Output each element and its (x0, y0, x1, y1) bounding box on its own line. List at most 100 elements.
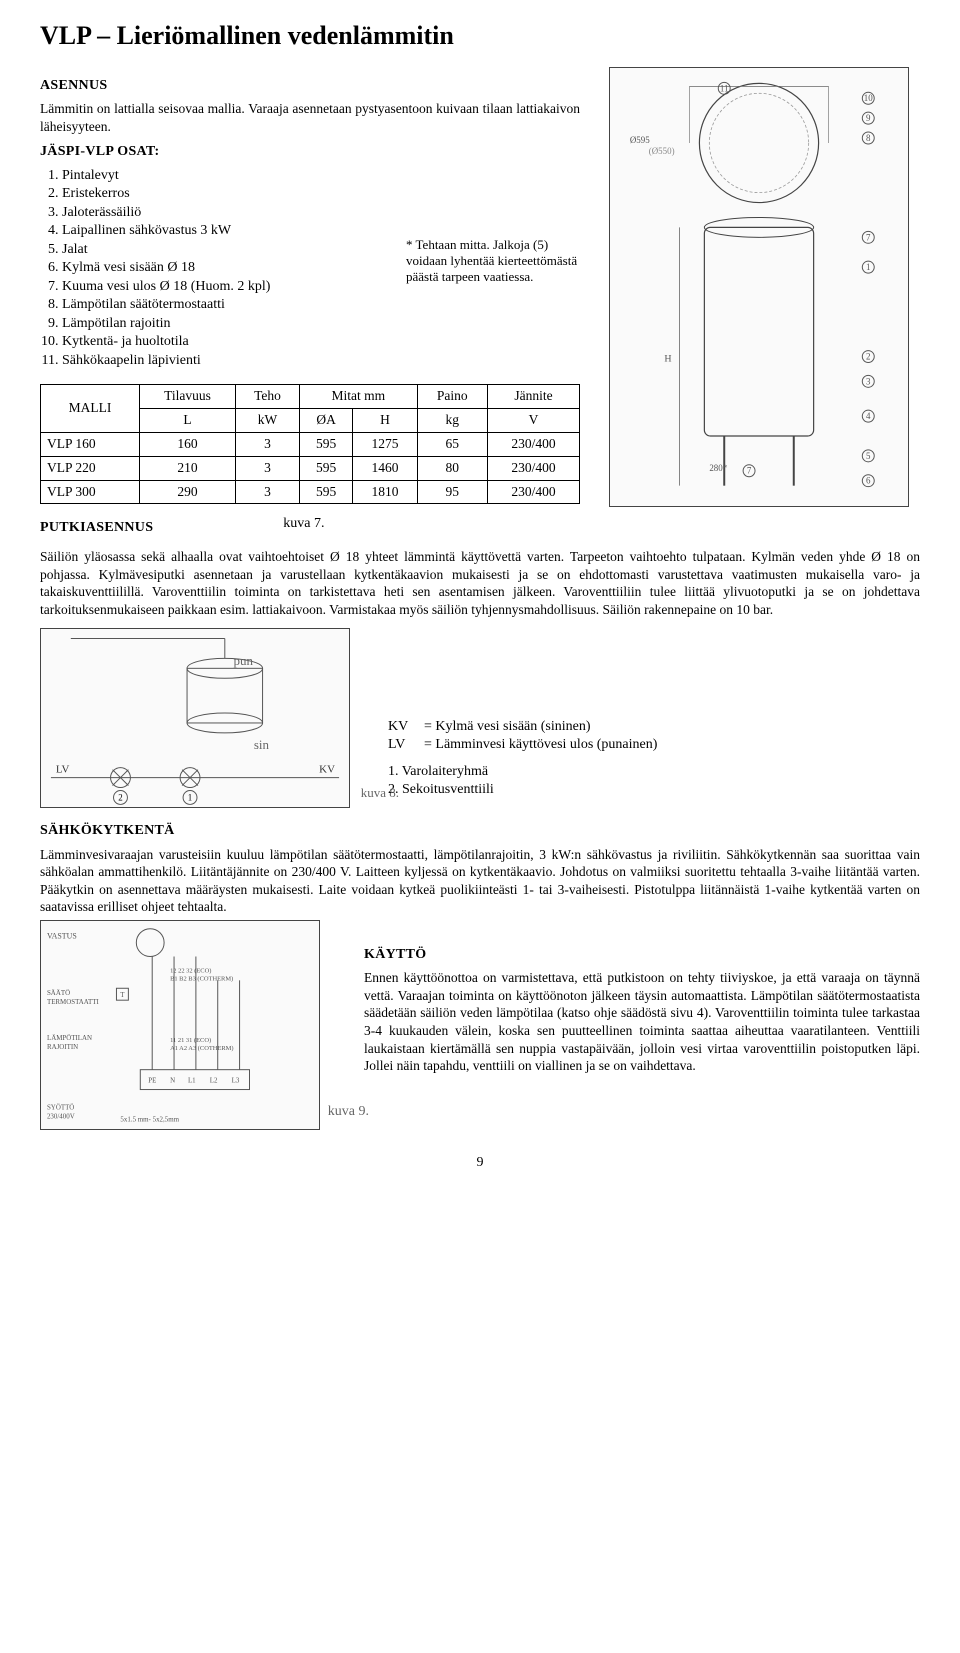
table-row: VLP 2202103595146080230/400 (41, 456, 580, 480)
table-cell: 230/400 (487, 480, 579, 504)
table-cell: 230/400 (487, 432, 579, 456)
th-mitat: Mitat mm (299, 385, 417, 409)
svg-text:10: 10 (864, 93, 873, 103)
page-title: VLP – Lieriömallinen vedenlämmitin (40, 20, 920, 53)
page-number: 9 (40, 1154, 920, 1172)
table-cell: 3 (236, 480, 300, 504)
asennus-intro: Lämmitin on lattialla seisovaa mallia. V… (40, 100, 580, 135)
part-item: Kuuma vesi ulos Ø 18 (Huom. 2 kpl) (62, 278, 388, 296)
part-item: Sähkökaapelin läpivienti (62, 352, 388, 370)
svg-text:12 22 32 (ECO): 12 22 32 (ECO) (170, 967, 211, 974)
svg-text:A1 A2 A3 (COTHERM): A1 A2 A3 (COTHERM) (170, 1045, 233, 1052)
part-item: Jaloterässäiliö (62, 204, 388, 222)
svg-text:11 21 31 (ECO): 11 21 31 (ECO) (170, 1037, 211, 1044)
part-item: Kytkentä- ja huoltotila (62, 333, 388, 351)
svg-text:3: 3 (866, 376, 871, 386)
th-tilavuus: Tilavuus (140, 385, 236, 409)
spec-table: MALLI Tilavuus Teho Mitat mm Paino Jänni… (40, 384, 580, 504)
table-cell: 65 (417, 432, 487, 456)
table-cell: 3 (236, 432, 300, 456)
svg-text:KV: KV (319, 764, 335, 776)
part-item: Laipallinen sähkövastus 3 kW (62, 222, 388, 240)
svg-text:2: 2 (866, 351, 870, 361)
svg-text:B1 B2 B3 (COTHERM): B1 B2 B3 (COTHERM) (170, 975, 233, 982)
svg-text:Ø595: Ø595 (630, 134, 650, 144)
svg-text:RAJOITIN: RAJOITIN (47, 1043, 78, 1051)
putkiasennus-heading: PUTKIASENNUS (40, 519, 153, 537)
osat-heading: JÄSPI-VLP OSAT: (40, 143, 580, 161)
svg-text:SYÖTTÖ: SYÖTTÖ (47, 1103, 74, 1111)
table-cell: 80 (417, 456, 487, 480)
table-row: VLP 1601603595127565230/400 (41, 432, 580, 456)
legend-lv: LV (388, 736, 418, 754)
svg-text:L2: L2 (210, 1076, 218, 1084)
svg-text:SÄÄTÖ: SÄÄTÖ (47, 989, 70, 997)
tehtaan-note: * Tehtaan mitta. Jalkoja (5) voidaan lyh… (406, 167, 580, 371)
th-paino: Paino (417, 385, 487, 409)
th-unit: V (487, 408, 579, 432)
figure-7: Ø595 (Ø550) H 280* 10 9 8 11 7 (609, 67, 909, 507)
table-cell: 595 (299, 456, 352, 480)
table-cell: VLP 220 (41, 456, 140, 480)
legend-item-1: 1. Varolaiteryhmä (388, 763, 920, 781)
table-cell: 1810 (353, 480, 417, 504)
svg-text:PE: PE (148, 1076, 156, 1084)
svg-text:7: 7 (747, 465, 752, 475)
svg-text:1: 1 (188, 793, 192, 803)
svg-text:5x1.5 mm- 5x2,5mm: 5x1.5 mm- 5x2,5mm (120, 1115, 179, 1123)
part-item: Jalat (62, 241, 388, 259)
part-item: Eristekerros (62, 185, 388, 203)
th-teho: Teho (236, 385, 300, 409)
svg-text:6: 6 (866, 475, 871, 485)
svg-text:8: 8 (866, 132, 871, 142)
table-cell: 290 (140, 480, 236, 504)
table-cell: 1460 (353, 456, 417, 480)
th-jannite: Jännite (487, 385, 579, 409)
svg-text:11: 11 (720, 83, 729, 93)
svg-text:T: T (120, 991, 125, 999)
svg-text:4: 4 (866, 411, 871, 421)
svg-text:L3: L3 (232, 1076, 240, 1084)
part-item: Lämpötilan säätötermostaatti (62, 296, 388, 314)
table-cell: VLP 160 (41, 432, 140, 456)
th-unit: kg (417, 408, 487, 432)
table-cell: VLP 300 (41, 480, 140, 504)
svg-text:9: 9 (866, 113, 871, 123)
svg-text:N: N (170, 1076, 175, 1084)
th-unit: kW (236, 408, 300, 432)
table-cell: 160 (140, 432, 236, 456)
legend-kv: KV (388, 718, 418, 736)
svg-text:2: 2 (118, 793, 122, 803)
table-cell: 1275 (353, 432, 417, 456)
part-item: Kylmä vesi sisään Ø 18 (62, 259, 388, 277)
kaytto-body: Ennen käyttöönottoa on varmistettava, et… (364, 969, 920, 1074)
parts-list: Pintalevyt Eristekerros Jaloterässäiliö … (40, 167, 388, 370)
table-cell: 3 (236, 456, 300, 480)
table-row: VLP 3002903595181095230/400 (41, 480, 580, 504)
figure-8: LV KV 2 1 pun sin kuva 8. (40, 628, 350, 808)
svg-text:LÄMPÖTILAN: LÄMPÖTILAN (47, 1034, 92, 1042)
fig8-sin-label: sin (254, 737, 269, 753)
table-cell: 230/400 (487, 456, 579, 480)
part-item: Pintalevyt (62, 167, 388, 185)
svg-text:5: 5 (866, 450, 871, 460)
svg-text:H: H (664, 353, 671, 364)
svg-text:L1: L1 (188, 1076, 196, 1084)
legend-lv-text: = Lämminvesi käyttövesi ulos (punainen) (424, 736, 657, 754)
asennus-heading: ASENNUS (40, 77, 580, 95)
svg-text:(Ø550): (Ø550) (649, 145, 675, 155)
svg-text:230/400V: 230/400V (47, 1112, 75, 1120)
figure-8-label: kuva 8. (361, 785, 399, 801)
figure-9: VASTUS SÄÄTÖ TERMOSTAATTI T LÄMPÖTILAN R… (40, 920, 320, 1130)
table-cell: 595 (299, 480, 352, 504)
legend-kv-text: = Kylmä vesi sisään (sininen) (424, 718, 591, 736)
putkiasennus-body: Säiliön yläosassa sekä alhaalla ovat vai… (40, 548, 920, 618)
th-unit: H (353, 408, 417, 432)
sahkokytkenta-body: Lämminvesivaraajan varusteisiin kuuluu l… (40, 846, 920, 916)
svg-text:1: 1 (866, 262, 870, 272)
th-unit: ØA (299, 408, 352, 432)
sahkokytkenta-heading: SÄHKÖKYTKENTÄ (40, 822, 920, 840)
svg-text:280*: 280* (709, 462, 727, 472)
table-cell: 95 (417, 480, 487, 504)
svg-text:VASTUS: VASTUS (47, 931, 77, 940)
